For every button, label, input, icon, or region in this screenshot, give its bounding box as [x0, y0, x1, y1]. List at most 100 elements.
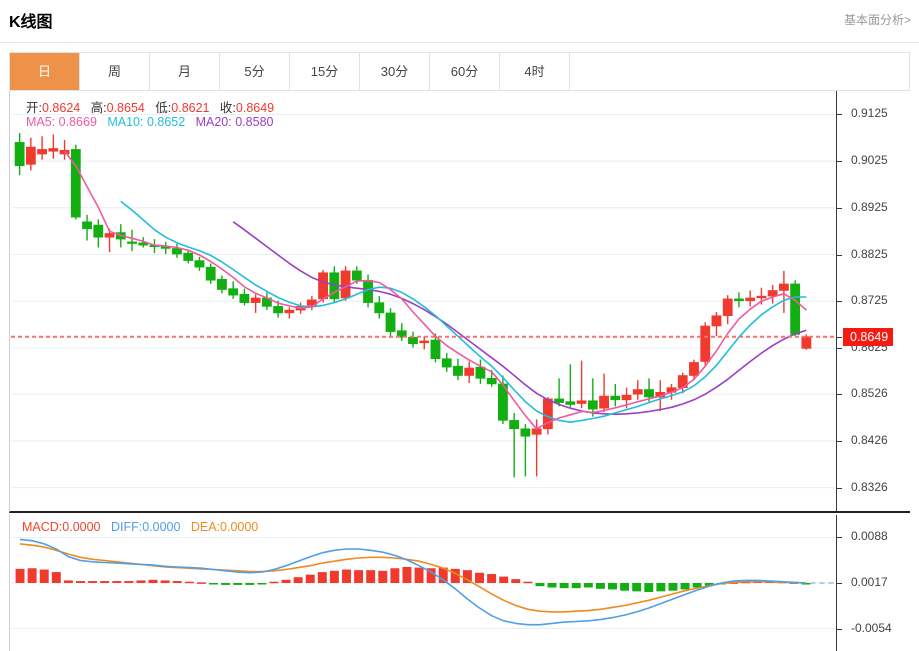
candle-body: [205, 266, 216, 281]
candle-body: [745, 297, 756, 302]
candle-body: [790, 283, 801, 335]
macd-histogram-bar: [390, 568, 400, 583]
tab-7[interactable]: 4时: [500, 53, 570, 90]
macd-axis-tick: [837, 583, 842, 584]
tab-1[interactable]: 周: [80, 53, 150, 90]
candle-body: [531, 428, 542, 435]
price-y-axis-line: [836, 91, 837, 511]
macd-svg: [11, 536, 836, 630]
macd-histogram-bar: [39, 569, 49, 583]
macd-histogram-bar: [656, 583, 666, 592]
candle-body: [374, 302, 385, 314]
macd-histogram-bar: [293, 577, 303, 583]
candle-body: [486, 378, 497, 385]
diff-line: [19, 538, 807, 626]
candle-body: [565, 401, 576, 405]
macd-histogram-bar: [378, 570, 388, 583]
price-axis-tick: [837, 301, 842, 303]
candlestick-svg: [11, 113, 836, 489]
candle-body: [273, 306, 284, 314]
timeframe-tabbar: 日 周 月 5分 15分 30分 60分 4时: [9, 52, 910, 91]
macd-histogram-bar: [511, 579, 521, 583]
macd-histogram-bar: [136, 580, 146, 583]
macd-histogram-bar: [317, 572, 327, 583]
candle-body: [239, 293, 250, 303]
macd-histogram-bar: [402, 566, 412, 583]
candle-body: [756, 295, 767, 299]
candle-body: [228, 288, 239, 296]
macd-histogram-bar: [559, 583, 569, 589]
macd-histogram-bar: [704, 583, 714, 586]
macd-histogram-bar: [15, 568, 25, 583]
candle-body: [217, 278, 227, 290]
tab-0[interactable]: 日: [10, 53, 80, 90]
macd-histogram-bar: [196, 582, 206, 584]
candle-body: [250, 297, 261, 303]
macd-histogram-bar: [100, 581, 110, 583]
candle-body: [37, 149, 48, 155]
candle-body: [767, 290, 778, 297]
chart-area: 开:0.8624 高:0.8654 低:0.8621 收:0.8649 MA5:…: [9, 91, 910, 651]
macd-histogram-bar: [475, 572, 484, 583]
macd-histogram-bar: [583, 583, 593, 588]
candle-body: [172, 248, 182, 255]
tab-5[interactable]: 30分: [360, 53, 430, 90]
candle-body: [104, 233, 115, 238]
macd-axis-tick: [837, 628, 842, 630]
candle-body: [700, 325, 711, 362]
macd-histogram-bar: [595, 583, 605, 589]
candle-body: [408, 336, 418, 345]
tab-label: 5分: [244, 64, 265, 79]
tab-label: 60分: [450, 64, 479, 79]
candle-body: [554, 398, 565, 403]
macd-histogram-bar: [571, 583, 581, 589]
fundamental-analysis-link[interactable]: 基本面分析>: [843, 13, 911, 27]
macd-histogram-bar: [76, 581, 85, 583]
macd-histogram-bar: [221, 583, 231, 585]
macd-histogram-bar: [438, 567, 448, 583]
macd-histogram-bar: [233, 583, 243, 585]
candle-body: [385, 312, 396, 332]
macd-chart-pane[interactable]: MACD:0.0000 DIFF:0.0000 DEA:0.0000 0.008…: [9, 515, 910, 651]
price-chart-pane[interactable]: 开:0.8624 高:0.8654 低:0.8621 收:0.8649 MA5:…: [9, 91, 910, 513]
macd-histogram-bar: [112, 581, 122, 583]
tab-2[interactable]: 月: [150, 53, 220, 90]
macd-histogram-bar: [414, 567, 424, 583]
price-axis-label: 0.8526: [851, 386, 888, 401]
candle-body: [48, 148, 59, 152]
candle-body: [801, 336, 812, 349]
macd-histogram-bar: [329, 570, 339, 583]
candle-body: [82, 221, 92, 230]
candle-body: [419, 340, 430, 344]
price-axis-tick: [837, 440, 842, 442]
tab-4[interactable]: 15分: [290, 53, 360, 90]
candle-body: [453, 365, 463, 376]
macd-histogram-bar: [342, 569, 351, 583]
macd-histogram-bar: [680, 583, 690, 590]
macd-histogram-bar: [620, 583, 630, 591]
candle-body: [621, 394, 632, 401]
price-axis-tick: [837, 347, 842, 349]
tabbar-filler: [570, 53, 909, 90]
candle-body: [520, 428, 531, 437]
macd-histogram-bar: [668, 583, 678, 591]
candle-body: [194, 260, 205, 268]
macd-histogram-bar: [124, 581, 134, 583]
candle-body: [93, 224, 104, 238]
macd-histogram-bar: [450, 568, 460, 583]
price-axis-tick: [837, 207, 842, 209]
tab-6[interactable]: 60分: [430, 53, 500, 90]
candle-body: [632, 389, 643, 395]
candle-body: [284, 309, 295, 314]
current-price-tick: [837, 336, 842, 338]
price-axis-tick: [837, 114, 842, 116]
macd-histogram-bar: [692, 583, 702, 588]
tab-3[interactable]: 5分: [220, 53, 290, 90]
tab-label: 日: [37, 64, 51, 79]
candle-body: [644, 389, 654, 398]
candle-body: [576, 400, 587, 404]
macd-histogram-bar: [184, 581, 194, 584]
price-axis-tick: [837, 487, 842, 489]
price-axis-tick: [837, 254, 842, 256]
macd-histogram-bar: [281, 579, 291, 583]
